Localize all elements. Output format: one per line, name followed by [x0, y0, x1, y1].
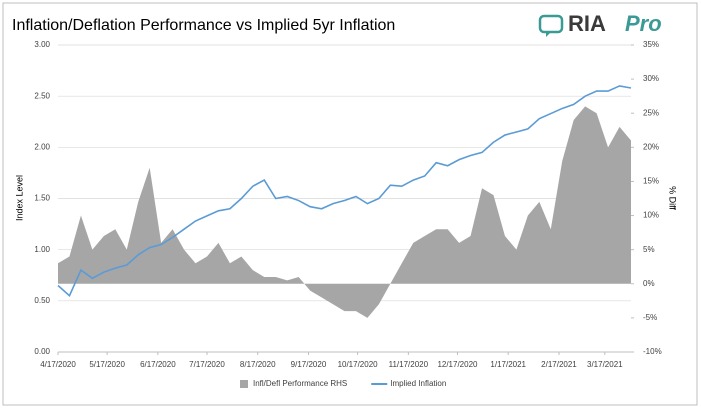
y2-tick-label: 5%	[643, 245, 655, 254]
x-tick-label: 9/17/2020	[291, 360, 327, 369]
y2-tick-label: -10%	[643, 347, 662, 356]
logo-text: RIA	[568, 11, 606, 36]
y2-tick-label: 35%	[643, 40, 659, 49]
legend-swatch	[240, 380, 248, 388]
x-tick-label: 11/17/2020	[389, 360, 429, 369]
y2-axis-label: % Diff	[668, 186, 678, 210]
x-tick-label: 5/17/2020	[89, 360, 125, 369]
x-tick-label: 1/17/2021	[490, 360, 526, 369]
logo: RIA Pro	[538, 11, 662, 37]
y2-tick-label: 30%	[643, 74, 659, 83]
x-tick-label: 4/17/2020	[40, 360, 76, 369]
y-tick-label: 3.00	[34, 40, 50, 49]
logo-icon-tail	[546, 32, 551, 37]
area	[58, 106, 631, 318]
y-tick-label: 0.00	[34, 347, 50, 356]
x-tick-label: 12/17/2020	[437, 360, 478, 369]
x-tick-label: 7/17/2020	[189, 360, 225, 369]
x-tick-label: 8/17/2020	[240, 360, 276, 369]
x-tick-label: 3/17/2021	[587, 360, 623, 369]
y-tick-label: 0.50	[34, 296, 50, 305]
y2-tick-label: 0%	[643, 279, 655, 288]
y2-tick-label: 15%	[643, 177, 659, 186]
y-tick-label: 1.50	[34, 194, 50, 203]
line	[57, 85, 632, 298]
logo-suffix: Pro	[625, 11, 662, 36]
legend-label: Infl/Defl Performance RHS	[253, 379, 347, 388]
y2-tick-label: 25%	[643, 108, 659, 117]
x-tick-label: 6/17/2020	[140, 360, 176, 369]
legend-label: Implied Inflation	[390, 379, 446, 388]
y-tick-label: 2.50	[34, 91, 50, 100]
y-tick-label: 1.00	[34, 245, 50, 254]
y2-tick-label: 10%	[643, 211, 659, 220]
y2-tick-label: 20%	[643, 142, 659, 151]
chart-title: Inflation/Deflation Performance vs Impli…	[12, 17, 395, 34]
y-tick-label: 2.00	[34, 142, 50, 151]
y-axis-label: Index Level	[14, 175, 24, 221]
x-tick-label: 10/17/2020	[338, 360, 379, 369]
y2-tick-label: -5%	[643, 313, 657, 322]
x-tick-label: 2/17/2021	[541, 360, 577, 369]
